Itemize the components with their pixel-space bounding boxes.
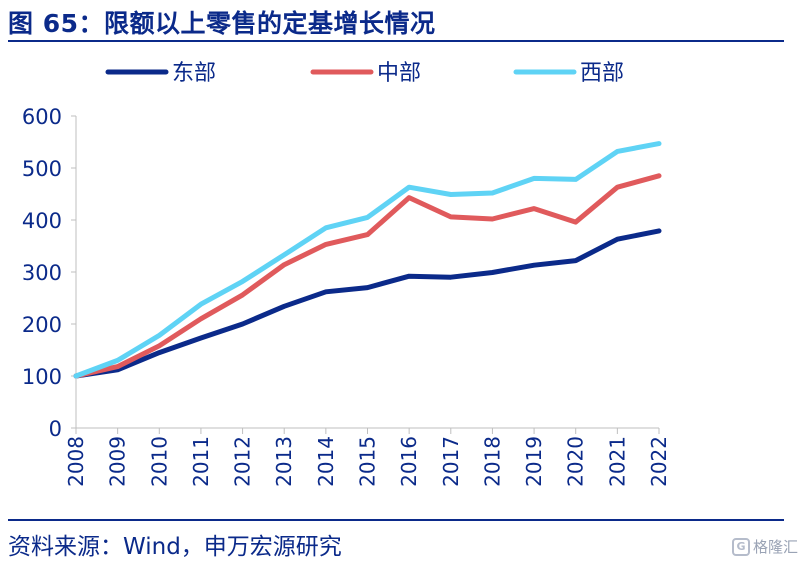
x-tick-label: 2016 (397, 436, 421, 487)
legend-label: 东部 (172, 61, 216, 86)
axes: 0 100 200 300 400 500 600 2008 2009 2010 2011 2012 2… (22, 105, 671, 487)
watermark-text: 格隆汇 (753, 538, 799, 556)
x-tick-label: 2020 (564, 436, 588, 487)
x-tick-label: 2019 (522, 436, 546, 487)
source-note: 资料来源：Wind，申万宏源研究 (8, 534, 342, 560)
x-tick-label: 2011 (189, 436, 213, 487)
title-rule (8, 40, 784, 42)
legend-label: 中部 (377, 61, 421, 86)
y-tick-label: 300 (22, 261, 62, 285)
chart-title: 图 65：限额以上零售的定基增长情况 (8, 9, 436, 38)
series-line-1 (73, 228, 662, 379)
y-tick-label: 0 (49, 417, 62, 441)
x-tick-label: 2015 (356, 436, 380, 487)
legend: 东部 中部 西部 (105, 61, 624, 86)
series-lines (73, 141, 662, 379)
legend-label: 西部 (580, 61, 624, 86)
y-tick-label: 600 (22, 105, 62, 129)
source-rule (8, 519, 784, 521)
x-tick-label: 2021 (605, 436, 629, 487)
x-tick-label: 2014 (314, 436, 338, 487)
x-tick-label: 2017 (439, 436, 463, 487)
watermark-logo-icon: G (732, 537, 750, 556)
y-tick-label: 200 (22, 313, 62, 337)
y-tick-label: 100 (22, 365, 62, 389)
x-tick-label: 2022 (647, 436, 671, 487)
watermark: G 格隆汇 (732, 536, 798, 557)
x-tick-label: 2013 (272, 436, 296, 487)
series-line-2 (73, 173, 662, 379)
x-tick-label: 2010 (147, 436, 171, 487)
y-tick-label: 500 (22, 157, 62, 181)
y-tick-label: 400 (22, 209, 62, 233)
x-tick-label: 2008 (64, 436, 88, 487)
series-line-3 (73, 141, 662, 379)
x-tick-label: 2009 (106, 436, 130, 487)
x-tick-label: 2018 (480, 436, 504, 487)
x-tick-label: 2012 (231, 436, 255, 487)
